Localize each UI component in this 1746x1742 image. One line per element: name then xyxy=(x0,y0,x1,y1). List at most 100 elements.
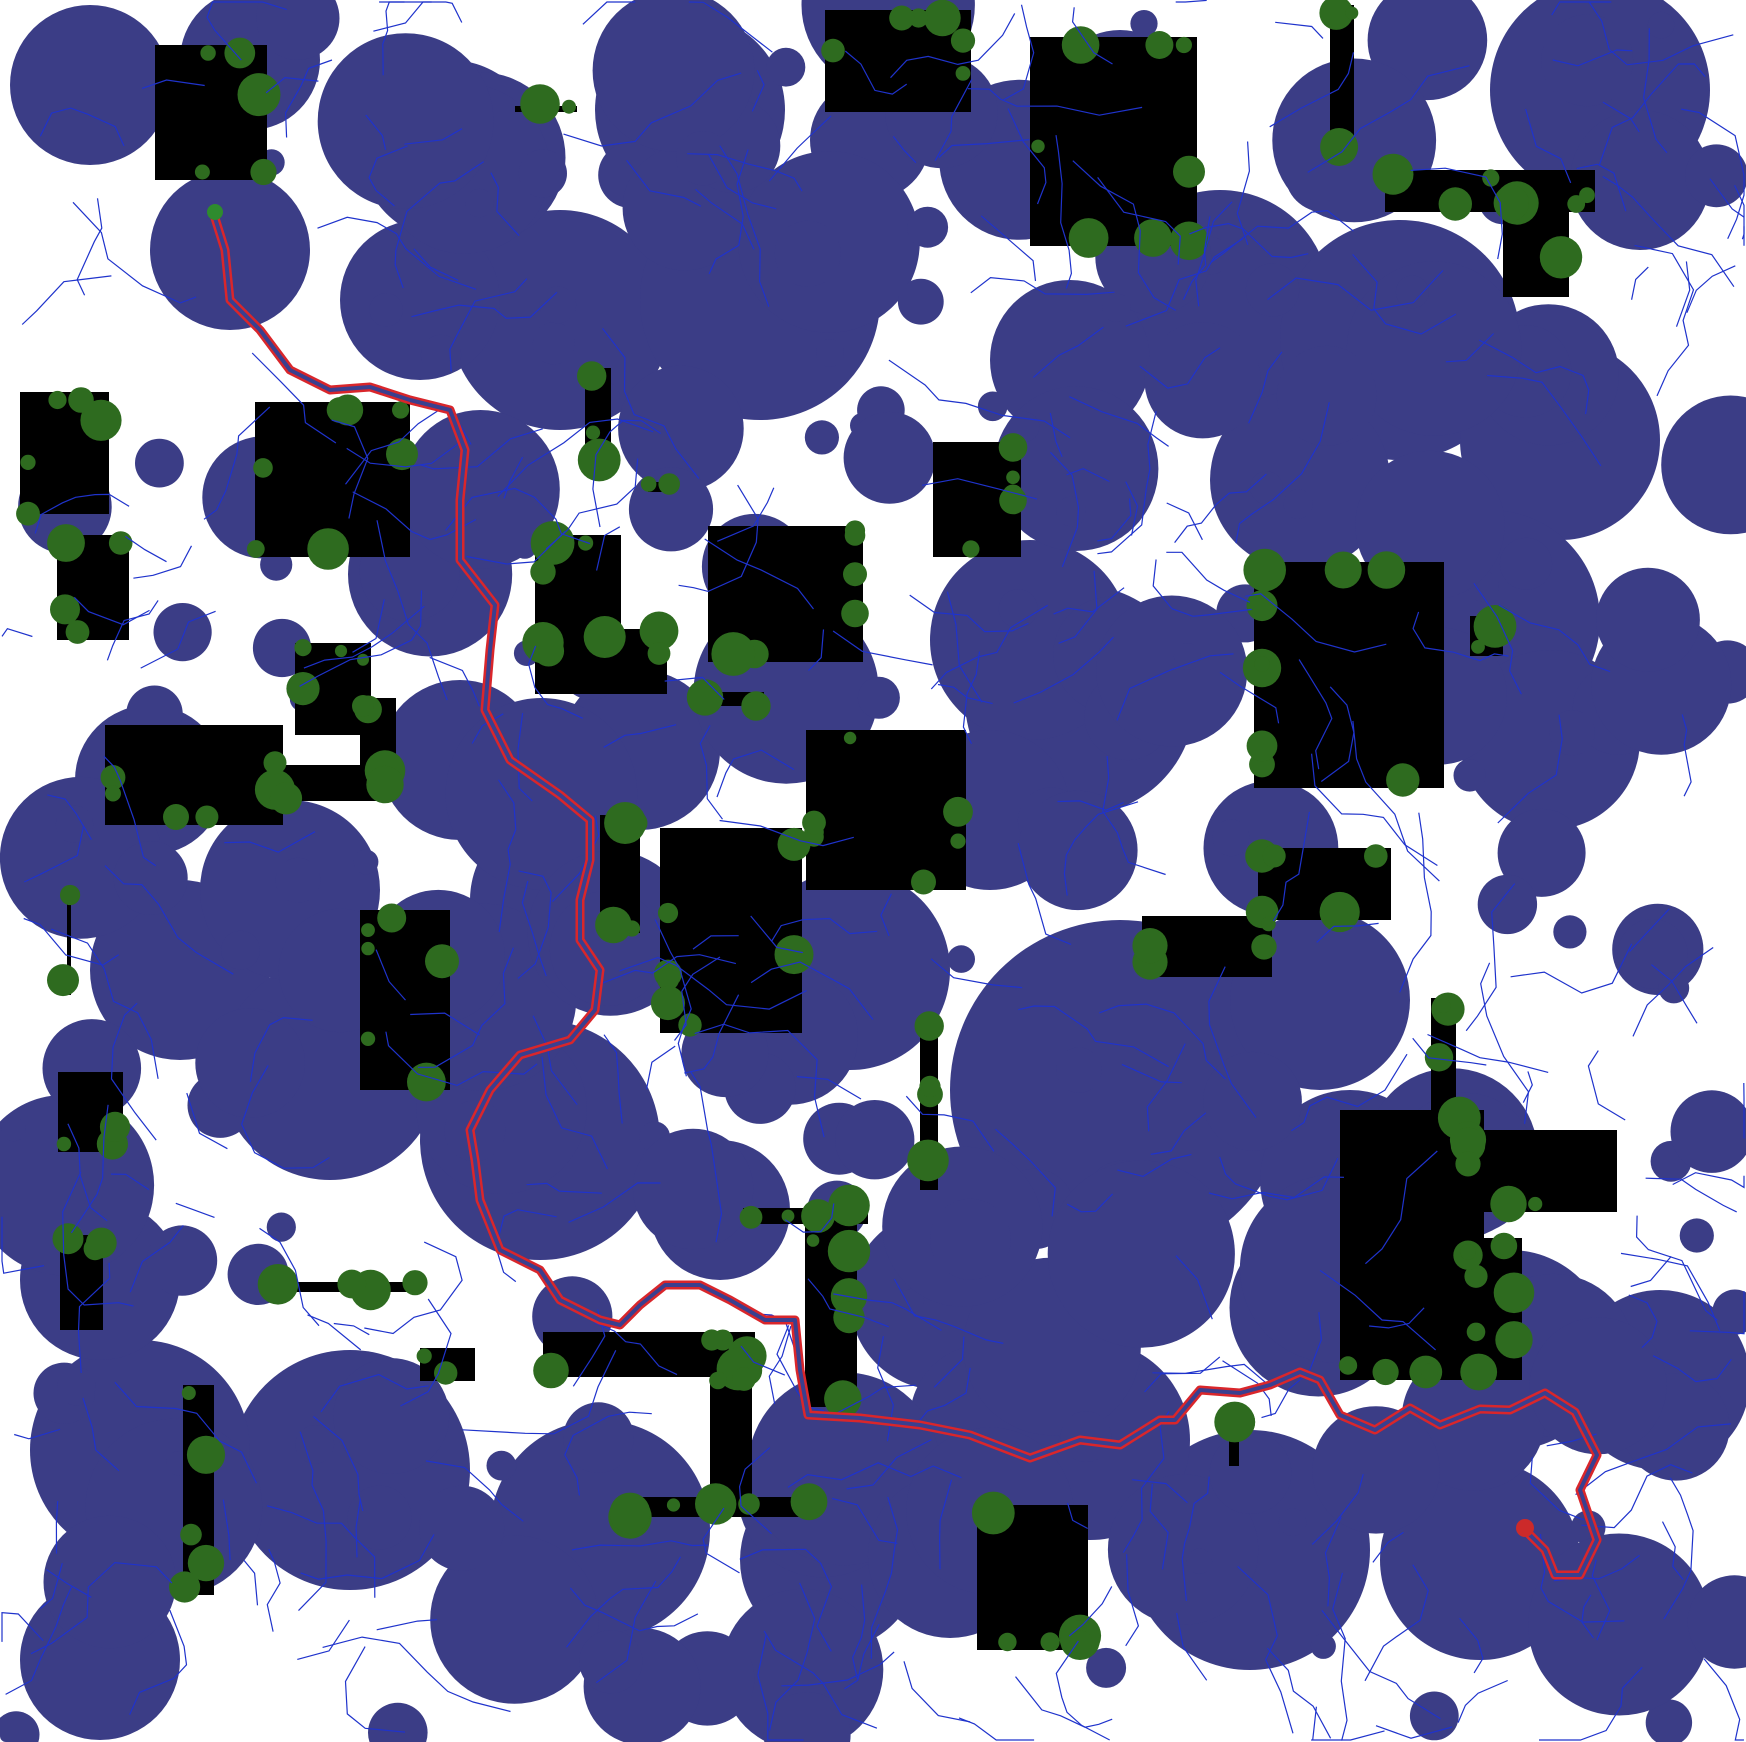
sample-ball xyxy=(347,1485,412,1550)
tree-edge xyxy=(1063,801,1139,896)
obstacle-edge-blob xyxy=(1539,236,1583,279)
sample-ball xyxy=(1018,790,1138,911)
obstacle-edge-blob xyxy=(386,438,418,471)
tree-edge xyxy=(103,755,157,867)
tree-edge xyxy=(266,1549,281,1632)
obstacle-edge-blob xyxy=(1061,26,1100,64)
tree-edge xyxy=(595,1580,657,1684)
tree-edge xyxy=(1125,1554,1140,1647)
obstacle-edge-blob xyxy=(361,941,375,956)
sample-ball xyxy=(1661,395,1746,535)
sample-ball xyxy=(317,33,494,209)
sample-ball xyxy=(1173,643,1201,670)
tree-edge xyxy=(719,819,854,847)
tree-edge xyxy=(1311,1706,1385,1741)
tree-edge xyxy=(1049,412,1063,458)
tree-edge xyxy=(1539,1534,1625,1623)
tree-edge xyxy=(684,994,740,1074)
obstacle-edge-blob xyxy=(416,1348,432,1364)
tree-edge xyxy=(915,1367,971,1426)
tree-edge xyxy=(645,1045,676,1090)
tree-edge xyxy=(420,428,543,470)
obstacle-edge-blob xyxy=(1364,844,1388,868)
tree-edge xyxy=(14,1428,61,1440)
obstacle-edge-blob xyxy=(224,37,256,69)
obstacle-edge-blob xyxy=(844,525,866,546)
obstacle-edge-blob xyxy=(200,45,216,61)
obstacle-edge-blob xyxy=(639,611,679,651)
sample-ball xyxy=(843,411,936,504)
obstacle-edge-blob xyxy=(425,944,459,979)
tree-edge xyxy=(937,683,993,705)
obstacle-edge-blob xyxy=(407,1062,446,1102)
tree-edge xyxy=(1576,163,1627,212)
tree-edge xyxy=(429,656,480,707)
tree-edge xyxy=(938,139,1030,158)
tree-edge xyxy=(532,1015,578,1106)
obstacle-edge-blob xyxy=(246,540,265,558)
tree-edge xyxy=(750,915,803,954)
tree-edge xyxy=(592,419,662,528)
sample-ball xyxy=(766,47,806,87)
tree-edge xyxy=(1375,1725,1453,1739)
tree-edge xyxy=(521,880,547,977)
obstacle-edge-blob xyxy=(60,884,81,906)
tree-edge xyxy=(582,1,636,25)
sample-ball xyxy=(401,410,560,569)
sample-ball xyxy=(947,945,975,973)
sample-ball xyxy=(1144,322,1261,439)
tree-edge xyxy=(1275,21,1324,39)
sample-ball xyxy=(1670,1090,1746,1173)
tree-edge xyxy=(1267,269,1444,311)
start-icon xyxy=(207,204,223,220)
tree-edge xyxy=(462,1350,617,1435)
tree-edge xyxy=(425,1460,524,1522)
tree-edge xyxy=(222,1499,231,1561)
tree-edge xyxy=(110,1173,150,1191)
tree-edge xyxy=(364,1241,463,1335)
tree-edge xyxy=(626,159,702,207)
obstacle-edge-blob xyxy=(1324,551,1362,589)
sample-ball xyxy=(43,1515,177,1649)
obstacle-edge-blob xyxy=(1246,590,1278,622)
obstacle-edge-blob xyxy=(1320,128,1359,166)
obstacle-edge-blob xyxy=(1372,1358,1399,1386)
tree-edge xyxy=(1311,1473,1364,1545)
tree-edge xyxy=(1195,201,1233,307)
obstacle-edge-blob xyxy=(105,785,121,802)
tree-edge xyxy=(1352,254,1457,335)
tree-edge xyxy=(297,1619,350,1660)
obstacle-edge-blob xyxy=(163,804,189,830)
obstacle-edge-blob xyxy=(286,672,320,706)
sample-ball xyxy=(1395,275,1429,309)
tree-edge xyxy=(303,605,425,669)
tree-edge xyxy=(1510,943,1633,994)
tree-edge xyxy=(688,1,773,53)
tree-edge xyxy=(770,917,878,942)
tree-edge xyxy=(1369,1307,1425,1329)
tree-edge xyxy=(1116,653,1234,721)
sample-ball xyxy=(1497,808,1586,897)
obstacle-block xyxy=(105,725,283,825)
tree-edge xyxy=(129,1225,184,1293)
tree-edge xyxy=(930,958,1023,989)
tree-edge xyxy=(55,1501,59,1554)
sample-ball xyxy=(977,391,1008,422)
sample-ball xyxy=(1453,759,1486,792)
tree-edge xyxy=(141,79,205,89)
obstacle-edge-blob xyxy=(943,796,973,827)
sample-ball xyxy=(930,1198,1011,1280)
tree-edge xyxy=(417,947,514,1068)
tree-edge xyxy=(1261,1312,1323,1419)
obstacle-edge-blob xyxy=(181,1386,196,1400)
goal-icon xyxy=(1516,1519,1534,1537)
obstacle-edge-blob xyxy=(950,28,976,53)
tree-edge xyxy=(695,188,755,250)
tree-edge xyxy=(739,1548,833,1652)
sample-ball xyxy=(275,857,321,903)
obstacle-edge-blob xyxy=(907,1139,949,1182)
tree-edge xyxy=(251,352,337,444)
tree-edge xyxy=(224,831,316,853)
tree-edge xyxy=(385,1031,538,1087)
tree-edge xyxy=(851,1584,866,1680)
